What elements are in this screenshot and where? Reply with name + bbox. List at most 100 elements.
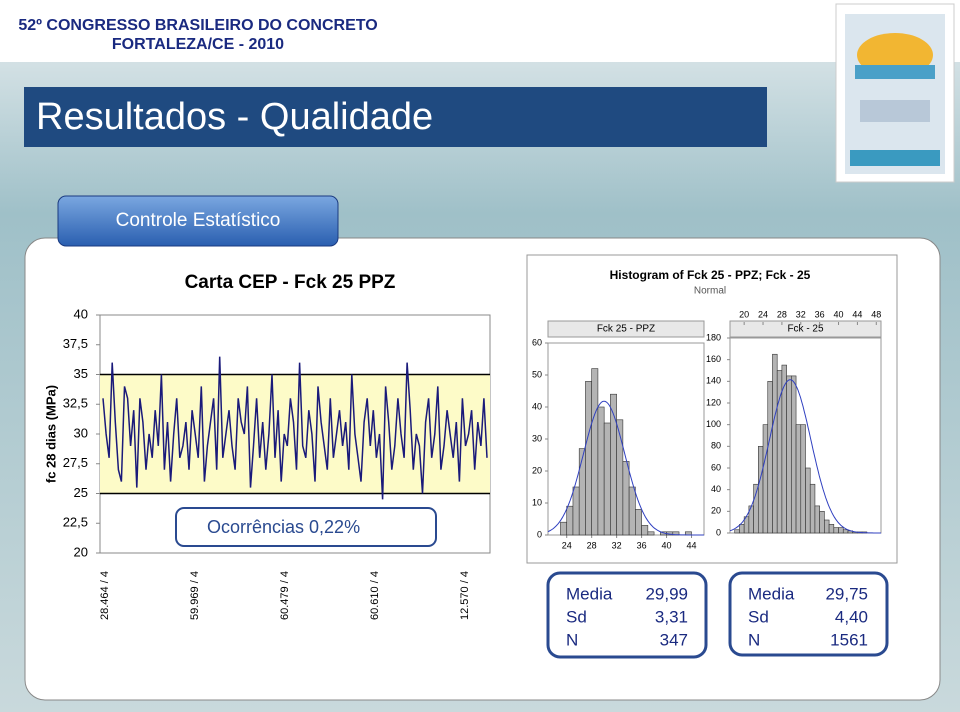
chart-title: Carta CEP - Fck 25 PPZ	[185, 272, 396, 293]
slide-title: Resultados - Qualidade	[36, 96, 433, 138]
histogram-bar	[578, 448, 586, 536]
histogram-subtitle: Normal	[694, 286, 726, 297]
y-tick-label: 37,5	[63, 336, 88, 351]
x-tick-label: 24	[758, 309, 768, 319]
histogram-bar	[628, 486, 636, 536]
y-tick-label: 40	[711, 484, 721, 494]
histogram-bar	[805, 467, 811, 534]
annotation-box	[175, 507, 437, 547]
y-tick-label: 140	[706, 376, 721, 386]
normal-curve	[729, 379, 881, 534]
annotation: Ocorrências 0,22%	[207, 517, 360, 537]
histogram-bar	[833, 527, 839, 534]
title-bar	[24, 87, 767, 147]
histogram-bar	[842, 529, 849, 534]
x-tick-label: 12.570 / 4	[459, 571, 471, 620]
x-tick-label: 40	[662, 540, 672, 550]
x-tick-label: 32	[796, 309, 806, 319]
x-tick-label: 28	[587, 540, 597, 550]
normal-curve	[547, 400, 704, 536]
y-tick-label: 60	[532, 337, 542, 347]
histogram-bar	[739, 524, 745, 534]
logo	[835, 3, 955, 183]
header-line: FORTALEZA/CE - 2010	[112, 36, 284, 53]
histogram-bar	[591, 368, 599, 536]
stats-label: Media	[566, 584, 613, 603]
y-tick-label: 50	[532, 369, 542, 379]
y-tick-label: 35	[74, 366, 88, 381]
y-tick-label: 32,5	[63, 396, 88, 411]
panel-label: Fck - 25	[787, 324, 824, 335]
y-tick-label: 10	[532, 497, 542, 507]
stats-label: Sd	[748, 607, 769, 626]
y-tick-label: 30	[532, 433, 542, 443]
histogram-bar	[647, 531, 655, 536]
x-tick-label: 44	[687, 540, 697, 550]
histogram-bar	[791, 375, 797, 534]
y-axis-label: fc 28 dias (MPa)	[43, 385, 58, 483]
y-tick-label: 40	[74, 306, 88, 321]
histogram-bar	[772, 353, 778, 534]
x-tick-label: 40	[834, 309, 844, 319]
y-tick-label: 60	[711, 462, 721, 472]
y-tick-label: 0	[537, 529, 542, 539]
histogram-bar	[776, 370, 783, 534]
y-tick-label: 160	[706, 354, 721, 364]
histogram-bar	[800, 424, 806, 534]
histogram-title: Histogram of Fck 25 - PPZ; Fck - 25	[610, 268, 811, 282]
y-tick-label: 25	[74, 485, 88, 500]
section-button	[57, 195, 339, 247]
x-tick-label: 24	[562, 540, 572, 550]
x-tick-label: 28.464 / 4	[99, 571, 111, 620]
histogram-bar	[616, 419, 624, 536]
y-tick-label: 180	[706, 332, 721, 342]
x-tick-label: 28	[777, 309, 787, 319]
x-tick-label: 48	[871, 309, 881, 319]
header-band	[0, 0, 960, 62]
y-tick-label: 40	[532, 401, 542, 411]
histogram-bar	[622, 461, 630, 536]
panel-strip	[729, 320, 882, 338]
x-tick-label: 36	[637, 540, 647, 550]
x-tick-label: 60.479 / 4	[279, 571, 291, 620]
y-tick-label: 20	[711, 506, 721, 516]
section-label: Controle Estatístico	[116, 210, 281, 231]
histogram-bar	[828, 524, 835, 534]
panel-label: Fck 25 - PPZ	[597, 324, 655, 335]
stats-label: Sd	[566, 607, 587, 626]
histogram-bar	[635, 509, 642, 536]
stats-value: 1561	[830, 630, 868, 649]
x-tick-label: 44	[852, 309, 862, 319]
y-tick-label: 27,5	[63, 455, 88, 470]
panel-strip	[547, 320, 705, 338]
histogram-bar	[641, 525, 649, 536]
stats-value: 347	[660, 630, 688, 649]
stats-value: 29,75	[825, 584, 868, 603]
histogram-bar	[795, 424, 802, 534]
y-tick-label: 30	[74, 425, 88, 440]
header-line: 52º CONGRESSO BRASILEIRO DO CONCRETO	[18, 17, 377, 34]
histogram-bar	[597, 406, 605, 536]
stats-value: 4,40	[835, 607, 868, 626]
x-tick-label: 60.610 / 4	[369, 571, 381, 620]
stats-label: N	[748, 630, 760, 649]
x-tick-label: 59.969 / 4	[189, 571, 201, 620]
x-tick-label: 36	[815, 309, 825, 319]
y-tick-label: 120	[706, 397, 721, 407]
histogram-bar	[824, 519, 830, 534]
histogram-bar	[809, 483, 816, 534]
histogram-bar	[734, 529, 740, 534]
histogram-bar	[560, 521, 568, 536]
series-line	[102, 356, 488, 500]
histogram-bar	[767, 381, 773, 534]
stats-value: 29,99	[645, 584, 688, 603]
histogram-bar	[753, 483, 759, 534]
stats-label: N	[566, 630, 578, 649]
stats-value: 3,31	[655, 607, 688, 626]
x-tick-label: 32	[612, 540, 622, 550]
histogram-bar	[762, 424, 769, 534]
y-tick-label: 20	[74, 544, 88, 559]
stats-box	[728, 571, 889, 657]
